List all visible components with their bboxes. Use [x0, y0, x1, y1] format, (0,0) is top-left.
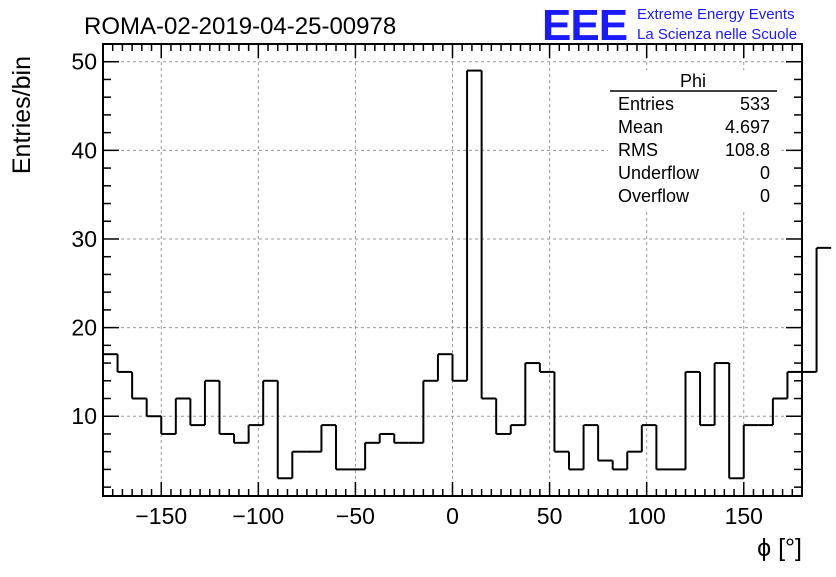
y-axis-title: Entries/bin	[8, 56, 36, 174]
stats-box-title: Phi	[680, 71, 706, 91]
eee-logo-line1: Extreme Energy Events	[637, 6, 795, 23]
stats-box: Phi Entries 533 Mean 4.697 RMS 108.8 Underflow…	[608, 70, 778, 210]
x-tick-label: −50	[336, 503, 375, 529]
stats-row-label: Entries	[618, 94, 674, 114]
stats-row-value: 0	[760, 186, 770, 206]
histogram-bars	[103, 69, 832, 480]
stats-row-value: 4.697	[725, 117, 770, 137]
stats-row-label: RMS	[618, 140, 658, 160]
x-tick-label: 150	[725, 503, 763, 529]
y-tick-label: 40	[71, 137, 97, 163]
eee-logo: EEE Extreme Energy Events La Scienza nel…	[542, 1, 797, 50]
x-axis-title: ϕ [°]	[757, 534, 802, 562]
axes: −150 −100 −50 0 50 100 150 10 20 30 40 50	[71, 43, 803, 529]
eee-logo-line2: La Scienza nelle Scuole	[637, 26, 797, 43]
stats-row-value: 533	[740, 94, 770, 114]
eee-logo-mark: EEE	[542, 1, 627, 50]
run-title: ROMA-02-2019-04-25-00978	[84, 13, 396, 40]
stats-row-label: Underflow	[618, 163, 700, 183]
stats-box-background	[608, 70, 778, 210]
x-tick-label: −100	[232, 503, 284, 529]
x-tick-label: −150	[135, 503, 187, 529]
stats-rows: Entries 533 Mean 4.697 RMS 108.8 Underflow 0 Ove…	[618, 94, 770, 206]
y-tick-label: 50	[71, 49, 97, 75]
stats-row-value: 108.8	[725, 140, 770, 160]
x-tick-label: 0	[446, 503, 459, 529]
stats-row-label: Mean	[618, 117, 663, 137]
stats-row-label: Overflow	[618, 186, 690, 206]
y-tick-label: 30	[71, 226, 97, 252]
y-tick-label: 10	[71, 403, 97, 429]
y-tick-label: 20	[71, 315, 97, 341]
stats-row-value: 0	[760, 163, 770, 183]
x-tick-label: 100	[627, 503, 665, 529]
x-tick-label: 50	[537, 503, 563, 529]
